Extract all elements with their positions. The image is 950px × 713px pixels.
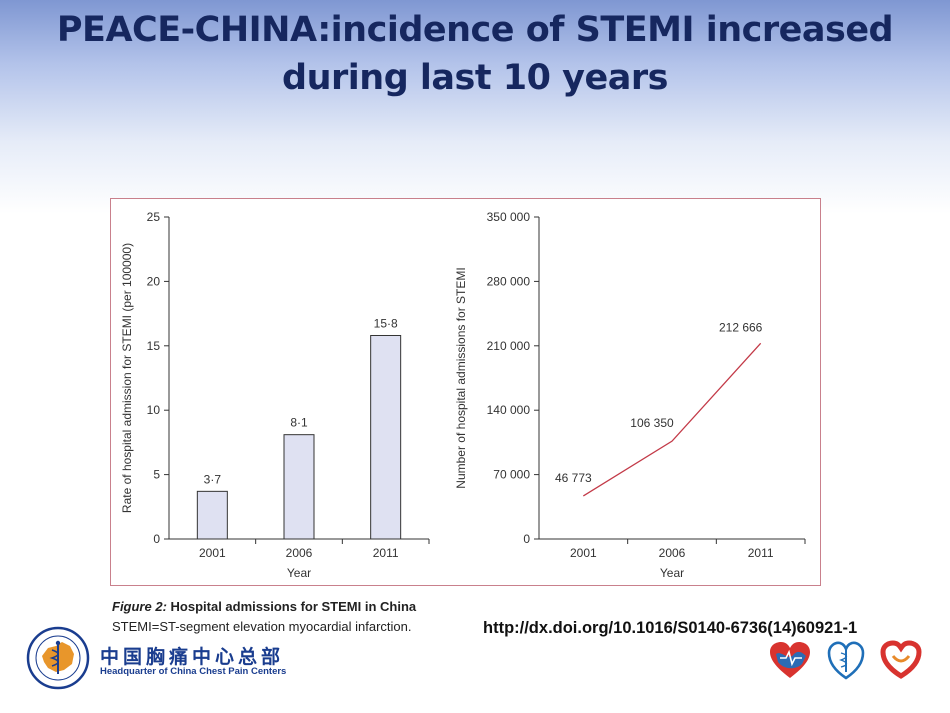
bar-y-tick-label: 15 — [147, 339, 161, 353]
line-data-label: 212 666 — [719, 320, 763, 334]
figure-number: Figure 2: — [112, 599, 167, 614]
bar-2001 — [196, 490, 228, 540]
chest-pain-logo-icon — [822, 640, 870, 680]
bar-y-tick-label: 0 — [153, 532, 160, 546]
figure-title: Hospital admissions for STEMI in China — [170, 599, 417, 614]
bar-2011 — [370, 334, 402, 540]
org-name-cn: 中国胸痛中心总部 — [100, 646, 285, 668]
bar-chart: 0 5 10 15 20 25 3·7 2001 8·1 2006 15·8 2011 Year Rate… — [120, 210, 430, 580]
line-x-tick-label: 2001 — [570, 546, 597, 560]
bar-x-tick-label: 2006 — [286, 546, 313, 560]
bar-x-tick-label: 2001 — [199, 546, 226, 560]
bar-x-tick-label: 2011 — [373, 546, 399, 560]
bar-x-axis-title: Year — [287, 566, 311, 580]
line-y-tick-label: 70 000 — [493, 468, 530, 482]
bar-y-tick-label: 5 — [153, 468, 160, 482]
line-data-label: 46 773 — [555, 471, 592, 485]
bar-data-label: 3·7 — [204, 472, 222, 486]
figure-caption: Figure 2: Hospital admissions for STEMI … — [112, 597, 416, 637]
bar-data-label: 15·8 — [374, 316, 398, 330]
bar-y-tick-label: 20 — [147, 274, 161, 288]
slide-title-line-2: during last 10 years — [282, 58, 668, 98]
line-series — [582, 342, 762, 497]
bar-data-label: 8·1 — [290, 416, 308, 430]
line-y-tick-label: 280 000 — [487, 274, 531, 288]
bar-y-tick-label: 25 — [147, 210, 161, 224]
line-x-axis-title: Year — [660, 566, 684, 580]
bar-2006 — [283, 434, 315, 540]
line-y-tick-label: 350 000 — [487, 210, 531, 224]
doi-link[interactable]: http://dx.doi.org/10.1016/S0140-6736(14)… — [483, 619, 858, 637]
bar-y-axis-title: Rate of hospital admission for STEMI (pe… — [120, 243, 134, 513]
line-y-tick-label: 0 — [523, 532, 530, 546]
heart-alliance-logo-icon — [766, 640, 814, 680]
heart-foundation-logo-icon — [877, 640, 925, 680]
slide-title-line-1: PEACE-CHINA:incidence of STEMI increased — [56, 10, 894, 50]
line-y-tick-label: 140 000 — [487, 403, 531, 417]
hq-emblem-icon — [26, 626, 90, 694]
line-x-tick-label: 2011 — [748, 546, 774, 560]
line-y-tick-label: 210 000 — [487, 339, 531, 353]
line-x-tick-label: 2006 — [659, 546, 686, 560]
line-data-label: 106 350 — [630, 416, 674, 430]
bar-y-tick-label: 10 — [147, 403, 161, 417]
figure-panel: 0 5 10 15 20 25 3·7 2001 8·1 2006 15·8 2011 Year Rate… — [110, 198, 821, 586]
figure-footnote: STEMI=ST-segment elevation myocardial in… — [112, 619, 412, 634]
slide-title: PEACE-CHINA:incidence of STEMI increased… — [0, 6, 950, 102]
org-name-en: Headquarter of China Chest Pain Centers — [100, 666, 287, 677]
